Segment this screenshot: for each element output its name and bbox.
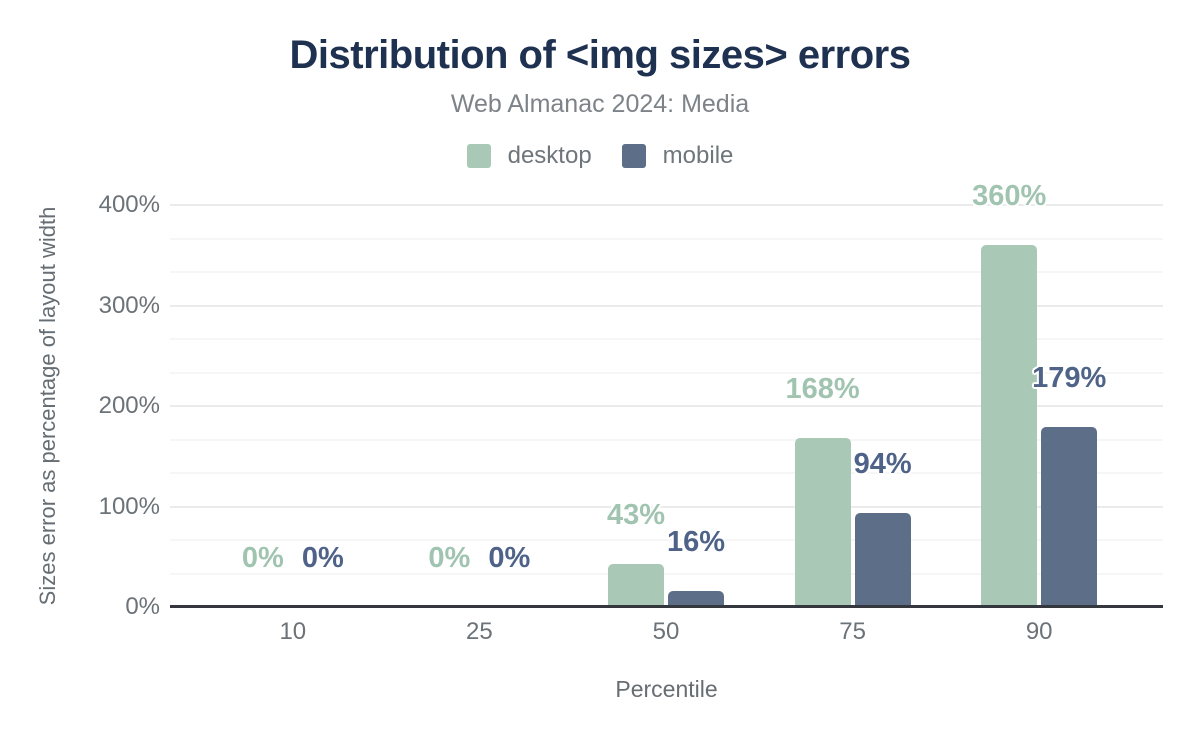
- bar-desktop[interactable]: [981, 245, 1038, 607]
- value-label-mobile: 0%: [301, 542, 344, 574]
- value-label-mobile: 16%: [666, 526, 726, 558]
- gridline-major: [170, 304, 1163, 307]
- legend-label-desktop: desktop: [507, 142, 592, 169]
- y-tick-label: 200%: [98, 392, 160, 419]
- value-label-desktop: 168%: [785, 373, 860, 405]
- x-tick-label: 90: [1025, 618, 1053, 645]
- value-label-desktop: 0%: [241, 542, 284, 574]
- value-label-mobile: 179%: [1032, 362, 1107, 394]
- value-label-desktop: 0%: [428, 542, 471, 574]
- gridline-major: [170, 505, 1163, 508]
- value-label-desktop: 43%: [606, 499, 666, 531]
- legend-item-desktop: desktop: [466, 142, 592, 170]
- x-tick-label: 75: [839, 618, 866, 645]
- desktop-series-swatch: [466, 144, 491, 168]
- bar-mobile[interactable]: [854, 513, 911, 607]
- bar-mobile[interactable]: [668, 591, 724, 607]
- gridline-major: [170, 405, 1163, 407]
- y-tick-label: 400%: [98, 191, 160, 218]
- bar-mobile[interactable]: [1041, 427, 1098, 607]
- gridline-minor: [170, 472, 1163, 474]
- bar-desktop[interactable]: [794, 438, 851, 607]
- gridline-minor: [170, 438, 1163, 441]
- gridline-major: [170, 204, 1163, 206]
- x-tick-label: 25: [466, 618, 493, 645]
- y-tick-label: 300%: [98, 291, 160, 319]
- gridline-minor: [170, 371, 1163, 374]
- x-axis-line: [170, 605, 1163, 608]
- value-label-mobile: 94%: [853, 448, 912, 480]
- x-tick-label: 50: [652, 618, 680, 645]
- x-axis-title: Percentile: [615, 676, 718, 702]
- value-label-mobile: 0%: [488, 542, 531, 574]
- gridline-minor: [170, 572, 1163, 575]
- legend: desktop mobile: [0, 142, 1200, 170]
- chart-subtitle: Web Almanac 2024: Media: [450, 90, 750, 118]
- chart-title: Distribution of <img sizes> errors: [289, 33, 911, 77]
- value-label-desktop: 360%: [972, 180, 1047, 212]
- mobile-series-swatch: [621, 144, 646, 168]
- gridline-minor: [170, 539, 1163, 541]
- gridline-minor: [170, 338, 1163, 340]
- x-tick-label: 10: [279, 618, 307, 645]
- gridline-minor: [170, 271, 1163, 273]
- y-tick-label: 100%: [98, 492, 160, 520]
- legend-item-mobile: mobile: [621, 142, 734, 170]
- legend-label-mobile: mobile: [662, 142, 734, 169]
- y-tick-label: 0%: [125, 593, 160, 620]
- bar-desktop[interactable]: [608, 564, 664, 607]
- gridline-minor: [170, 237, 1163, 240]
